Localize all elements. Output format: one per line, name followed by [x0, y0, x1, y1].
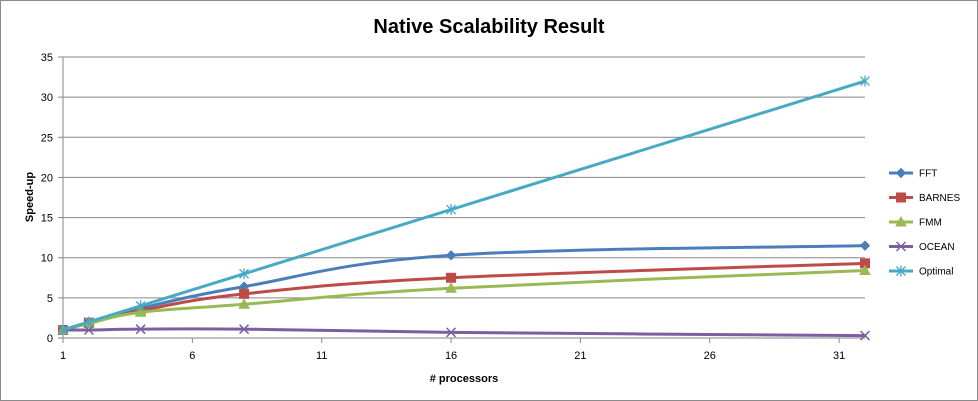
point-optimal-1 [58, 324, 68, 336]
point-barnes-8 [239, 288, 250, 299]
series-group [57, 75, 871, 341]
series-line-optimal [61, 79, 867, 332]
point-barnes-16 [446, 272, 457, 283]
legend-marker-fmm [895, 215, 907, 227]
x-tick-label-6: 6 [189, 350, 195, 362]
y-tick-label-10: 10 [41, 253, 53, 265]
legend-label-optimal: Optimal [919, 267, 953, 278]
point-fmm-16 [445, 282, 457, 293]
point-fmm-8 [238, 298, 250, 309]
point-optimal-2 [83, 316, 94, 328]
legend-label-barnes: BARNES [919, 193, 960, 204]
point-optimal-32 [860, 75, 870, 87]
x-tick-label-11: 11 [316, 350, 327, 362]
point-optimal-8 [239, 268, 250, 280]
y-tick-label-20: 20 [41, 172, 53, 184]
x-tick-label-26: 26 [704, 350, 716, 362]
legend-item-fmm: FMM [889, 215, 942, 229]
y-tick-label-15: 15 [41, 213, 53, 225]
series-optimal [58, 75, 870, 336]
x-tick-label-21: 21 [574, 350, 586, 362]
legend-item-ocean: OCEAN [889, 241, 955, 253]
point-fft-16 [445, 250, 457, 261]
point-optimal-4 [135, 300, 146, 312]
legend-item-barnes: BARNES [889, 192, 960, 204]
legend-item-optimal: Optimal [889, 265, 953, 278]
y-tick-label-0: 0 [47, 333, 53, 345]
point-fft-32 [859, 240, 871, 251]
legend-marker-ocean [895, 241, 907, 252]
series-line-barnes [61, 261, 867, 332]
series-line-fmm [61, 269, 867, 332]
series-ocean [57, 324, 871, 341]
x-tick-label-1: 1 [60, 350, 66, 362]
x-tick-label-16: 16 [445, 350, 457, 362]
legend-marker-optimal [896, 265, 906, 277]
y-tick-label-30: 30 [41, 92, 53, 104]
point-optimal-16 [446, 204, 457, 216]
series-line-ocean [61, 327, 867, 338]
y-axis-title: Speed-up [24, 172, 36, 222]
point-fmm-4 [134, 306, 147, 317]
series-barnes [58, 258, 870, 335]
point-ocean-16 [446, 327, 457, 338]
legend-label-fft: FFT [919, 169, 937, 180]
point-ocean-4 [135, 324, 146, 335]
point-ocean-32 [859, 330, 871, 341]
x-axis-title: # processors [430, 373, 498, 385]
y-tick-label-5: 5 [47, 293, 53, 305]
point-fmm-32 [859, 264, 871, 276]
legend: FFT BARNES FMM OCEAN Optimal [889, 167, 960, 278]
legend-marker-barnes [896, 192, 906, 203]
gridlines [63, 56, 865, 299]
legend-label-ocean: OCEAN [919, 242, 955, 253]
y-tick-label-35: 35 [41, 52, 53, 64]
legend-label-fmm: FMM [919, 218, 942, 229]
point-ocean-2 [83, 324, 94, 336]
point-ocean-8 [239, 324, 250, 335]
x-tick-label-31: 31 [833, 350, 845, 362]
y-tick-label-25: 25 [41, 132, 53, 144]
chart-title: Native Scalability Result [373, 16, 605, 38]
legend-marker-fft [895, 167, 907, 179]
legend-item-fft: FFT [889, 167, 937, 180]
